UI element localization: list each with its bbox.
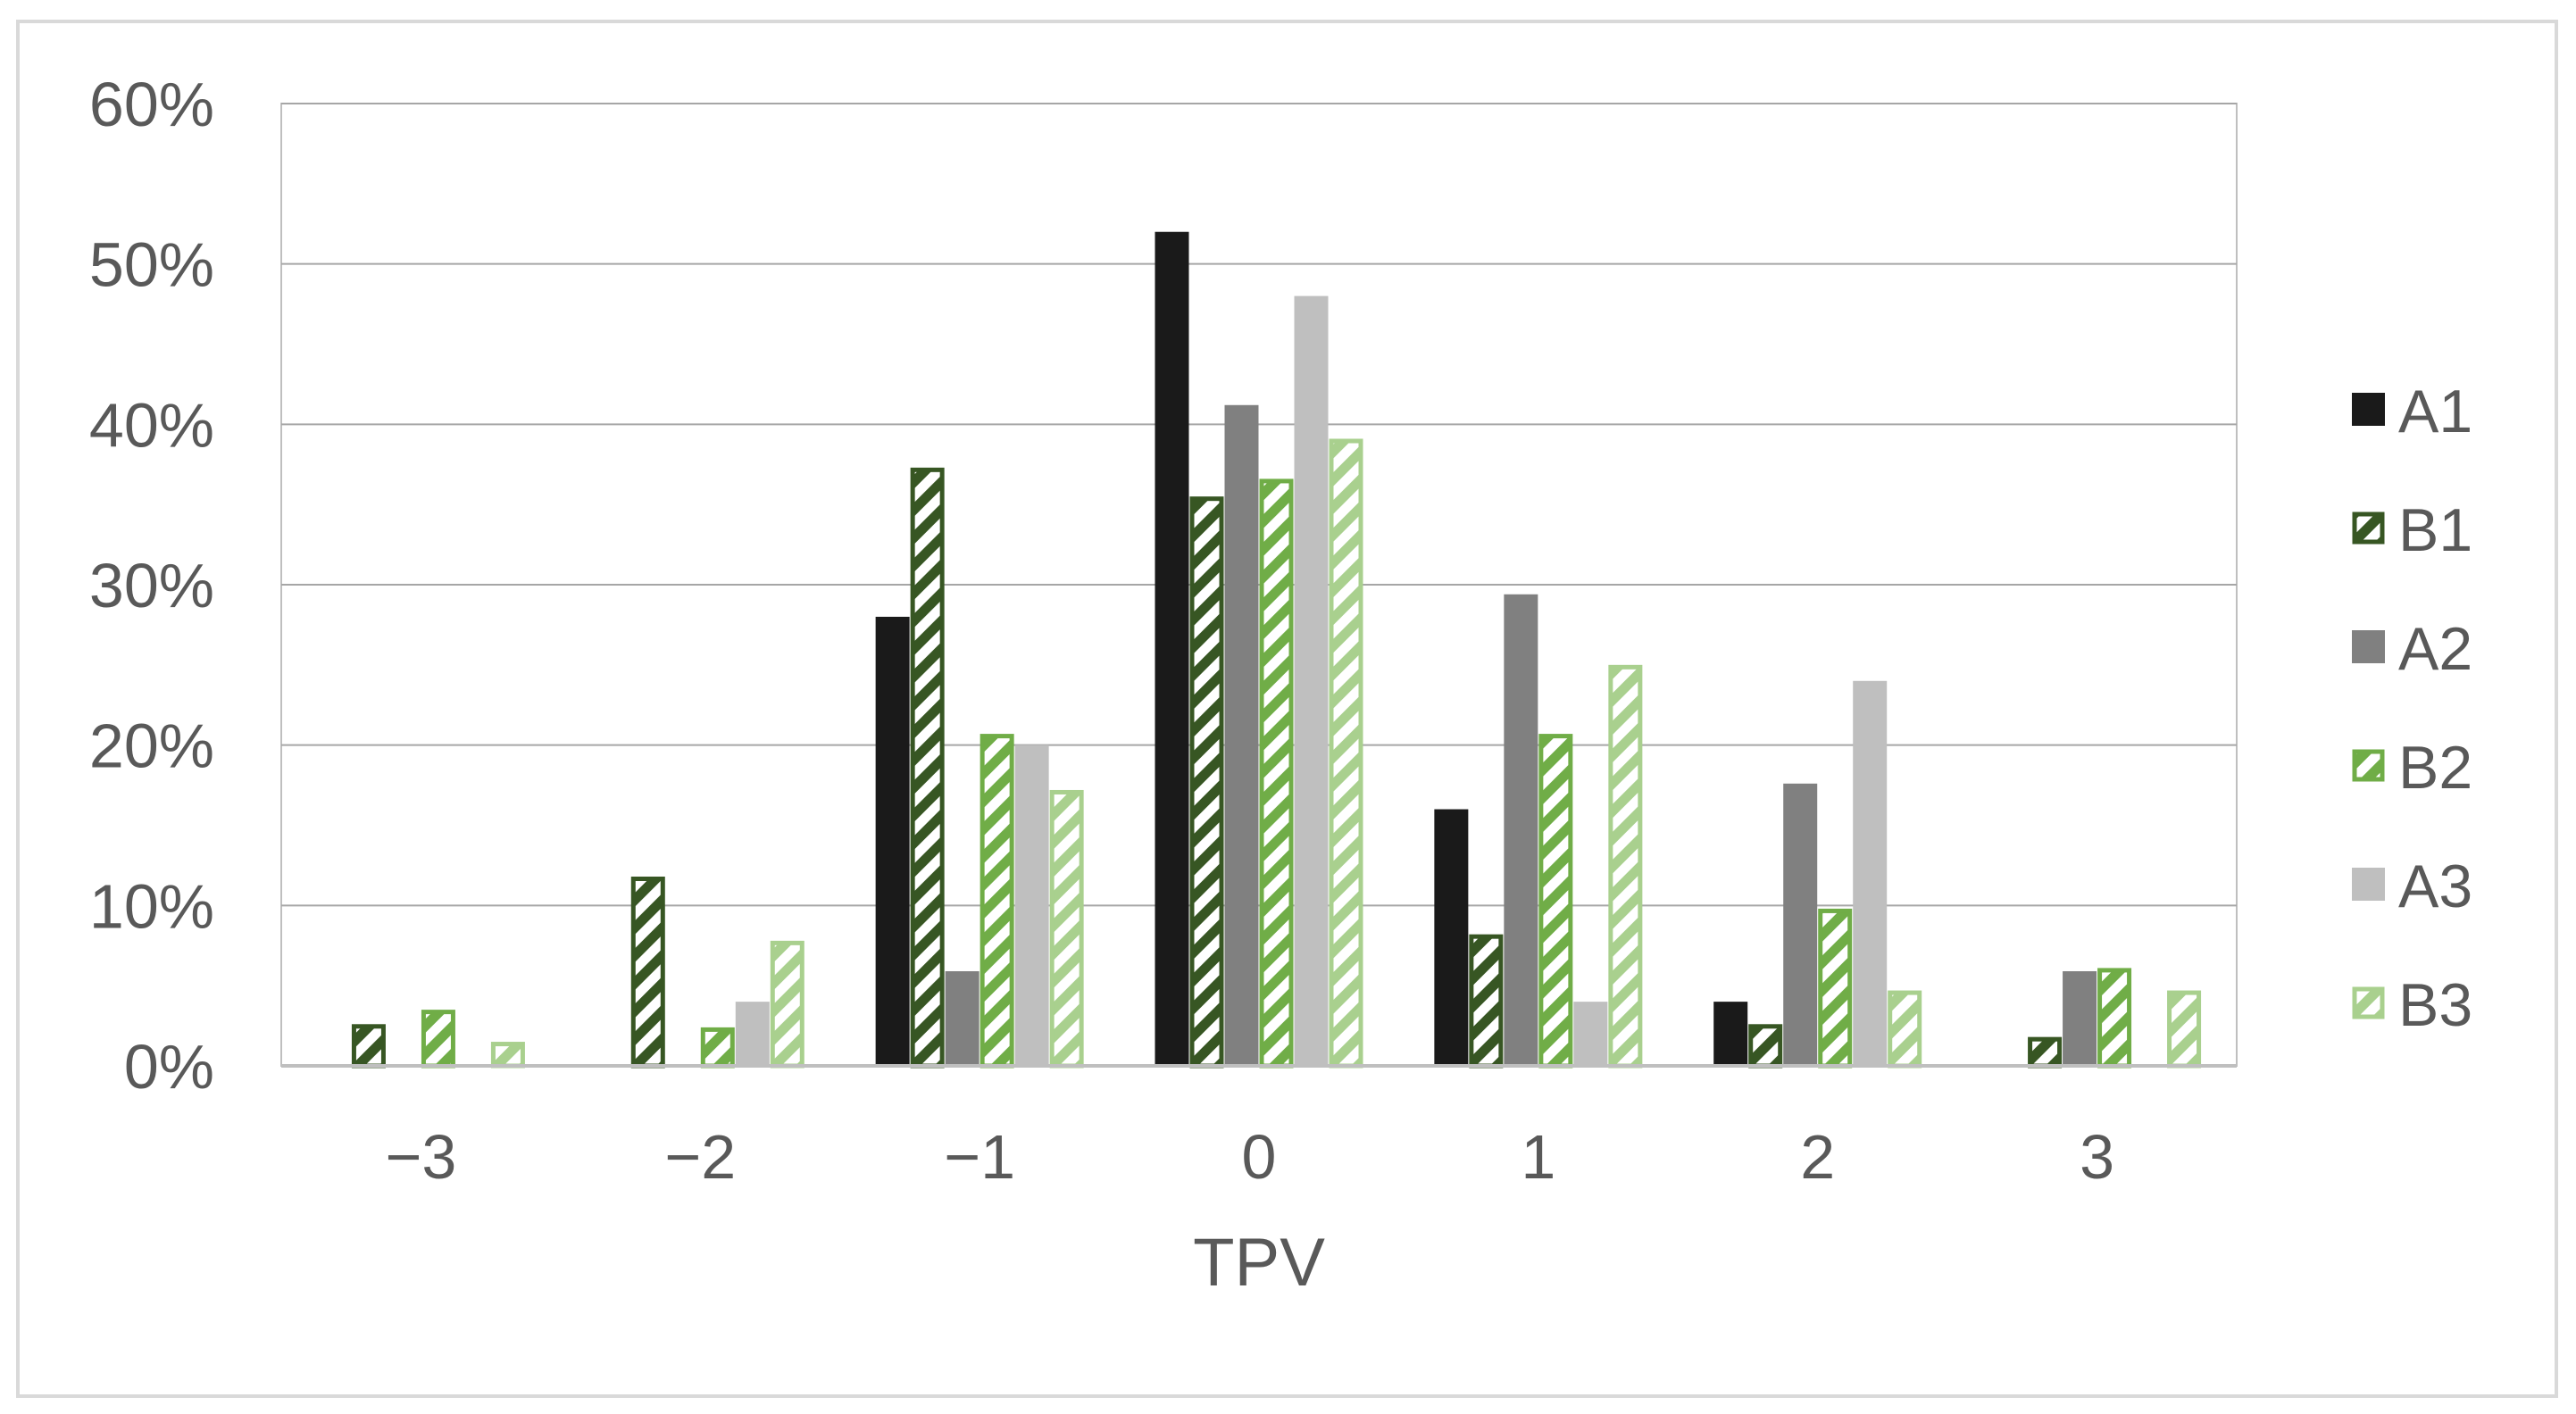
- bar-b1: [1748, 1024, 1783, 1069]
- bar-b3: [490, 1042, 525, 1069]
- bar-b3: [1329, 438, 1363, 1069]
- legend-label: A2: [2398, 615, 2472, 683]
- legend-swatch: [2352, 512, 2385, 545]
- bar-b2: [1818, 908, 1853, 1069]
- bar-a2: [945, 970, 980, 1066]
- y-tick-label: 40%: [89, 390, 214, 460]
- bar-a1: [1155, 231, 1189, 1066]
- bar-b1: [351, 1024, 386, 1069]
- bars: [351, 231, 2202, 1069]
- y-tick-label: 50%: [89, 230, 214, 300]
- x-tick-label: 3: [2080, 1122, 2114, 1192]
- legend-item-b3: B3: [2352, 971, 2472, 1039]
- legend-label: B3: [2398, 971, 2472, 1039]
- legend-label: B1: [2398, 496, 2472, 564]
- legend-item-a1: A1: [2352, 378, 2472, 445]
- bar-b3: [1888, 990, 1922, 1069]
- x-axis-tick-labels: −3 −2 −1 0 1 2 3: [386, 1122, 2115, 1192]
- legend-item-a3: A3: [2352, 853, 2472, 920]
- bar-a2: [1224, 404, 1259, 1067]
- bar-b1: [630, 876, 665, 1069]
- bar-b2: [2097, 968, 2132, 1069]
- bar-a3: [1014, 744, 1049, 1066]
- legend-label: A3: [2398, 853, 2472, 920]
- x-tick-label: 2: [1800, 1122, 1835, 1192]
- bar-b3: [1608, 664, 1643, 1069]
- x-tick-label: −2: [664, 1122, 736, 1192]
- bar-a3: [735, 1002, 770, 1066]
- bar-b1: [910, 467, 945, 1069]
- y-tick-label: 10%: [89, 871, 214, 941]
- legend-swatch: [2352, 749, 2385, 782]
- bar-a2: [2063, 970, 2097, 1066]
- bar-a1: [875, 616, 910, 1066]
- bar-a1: [1713, 1002, 1748, 1066]
- legend: A1 B1 A2 B2 A3 B3: [2352, 378, 2472, 1039]
- y-tick-label: 0%: [124, 1032, 214, 1102]
- bar-a1: [1434, 809, 1469, 1066]
- legend-item-b1: B1: [2352, 496, 2472, 564]
- x-tick-label: 1: [1521, 1122, 1555, 1192]
- bar-b2: [1259, 478, 1294, 1069]
- bar-b2: [421, 1010, 455, 1069]
- legend-swatch: [2352, 868, 2385, 901]
- bar-b2: [980, 734, 1014, 1069]
- y-tick-label: 20%: [89, 711, 214, 781]
- x-tick-label: −3: [386, 1122, 457, 1192]
- bar-a3: [1853, 680, 1888, 1066]
- y-tick-label: 30%: [89, 551, 214, 620]
- bar-a2: [1783, 783, 1818, 1066]
- legend-label: B2: [2398, 734, 2472, 802]
- legend-swatch: [2352, 630, 2385, 663]
- legend-item-b2: B2: [2352, 734, 2472, 802]
- bar-b3: [1049, 789, 1084, 1069]
- bar-b1: [2028, 1036, 2063, 1069]
- bar-a3: [1294, 295, 1329, 1067]
- bar-b2: [1538, 734, 1573, 1069]
- y-tick-label: 60%: [89, 70, 214, 139]
- legend-swatch: [2352, 393, 2385, 426]
- x-tick-label: −1: [944, 1122, 1015, 1192]
- bar-b2: [700, 1027, 735, 1069]
- bar-b3: [770, 940, 804, 1069]
- bar-b1: [1469, 934, 1504, 1069]
- legend-label: A1: [2398, 378, 2472, 445]
- bar-a2: [1504, 594, 1538, 1066]
- legend-item-a2: A2: [2352, 615, 2472, 683]
- legend-swatch: [2352, 986, 2385, 1019]
- bar-b3: [2167, 990, 2202, 1069]
- x-axis-title: TPV: [1193, 1225, 1325, 1301]
- x-tick-label: 0: [1242, 1122, 1277, 1192]
- bar-a3: [1573, 1002, 1608, 1066]
- y-axis-tick-labels: 0% 10% 20% 30% 40% 50% 60%: [89, 70, 214, 1102]
- bar-b1: [1189, 496, 1224, 1069]
- grid-lines: [281, 103, 2237, 907]
